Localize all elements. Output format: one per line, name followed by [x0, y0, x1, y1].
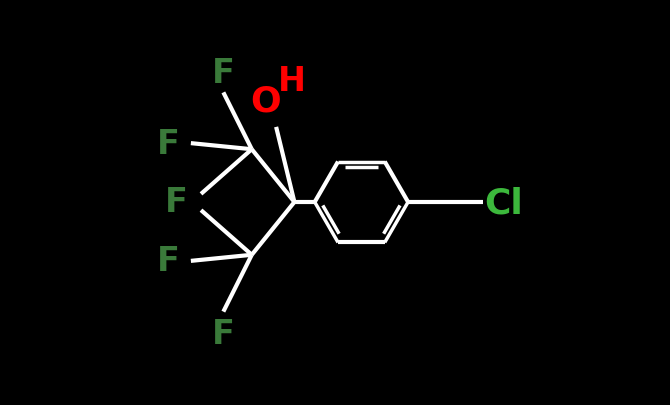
Text: O: O [251, 84, 281, 118]
Text: F: F [165, 186, 188, 219]
Text: F: F [157, 245, 180, 278]
Text: Cl: Cl [484, 185, 523, 220]
Text: F: F [212, 318, 234, 351]
Text: F: F [157, 127, 180, 160]
Text: F: F [212, 56, 234, 90]
Text: H: H [278, 64, 306, 98]
